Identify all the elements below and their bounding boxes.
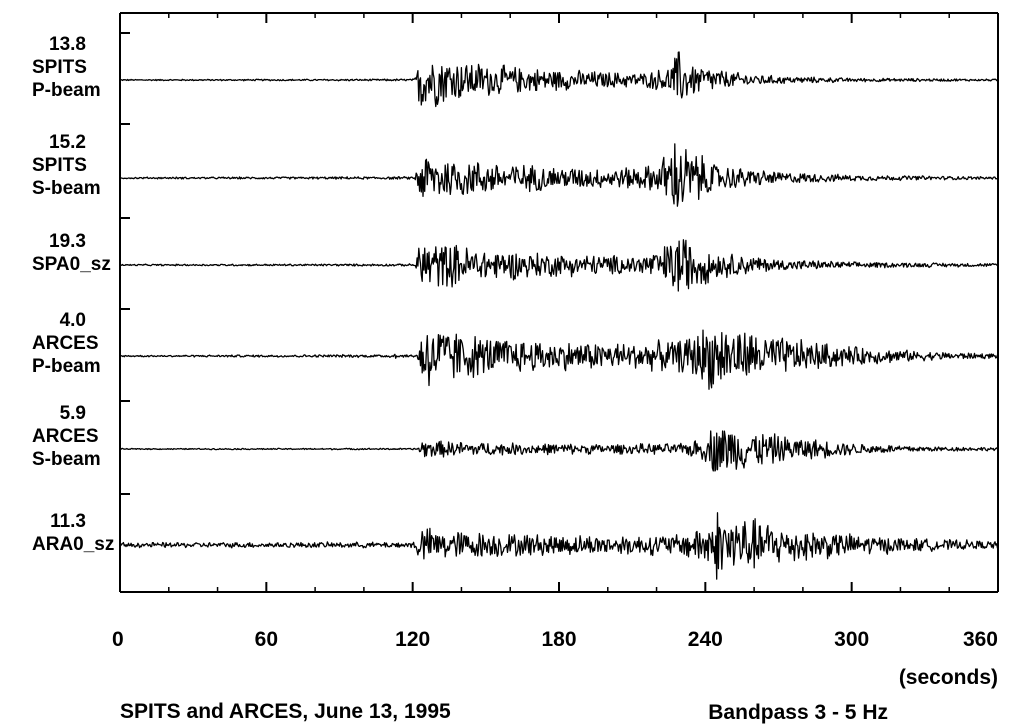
trace-5-amplitude: 5.9: [60, 403, 86, 424]
plot-frame: [119, 12, 999, 593]
seismic-traces: [119, 51, 999, 580]
caption-left: SPITS and ARCES, June 13, 1995: [120, 700, 451, 723]
trace-4-station: ARCES: [32, 333, 99, 354]
trace-1-channel: P-beam: [32, 80, 101, 101]
x-tick-label-240: 240: [688, 628, 723, 651]
x-tick-label-180: 180: [541, 628, 576, 651]
x-tick-label-300: 300: [834, 628, 869, 651]
x-tick-label-0: 0: [112, 628, 124, 651]
x-axis-ticks: [119, 13, 999, 592]
x-axis-unit-label: (seconds): [899, 666, 998, 689]
trace-3-amplitude: 19.3: [49, 231, 86, 252]
caption-right: Bandpass 3 - 5 Hz: [708, 701, 888, 724]
trace-2-waveform: [119, 143, 998, 207]
trace-3-waveform: [119, 239, 998, 292]
scale-marks: [120, 32, 130, 495]
trace-6-waveform: [119, 512, 999, 580]
trace-5-station: ARCES: [32, 426, 99, 447]
trace-labels: 13.8SPITSP-beam15.2SPITSS-beam19.3SPA0_s…: [32, 34, 114, 555]
x-tick-labels: 0 60 120 180 240 300 360: [112, 628, 998, 651]
trace-4-amplitude: 4.0: [60, 310, 86, 331]
trace-6-station: ARA0_sz: [32, 534, 114, 555]
trace-5-channel: S-beam: [32, 449, 101, 470]
trace-3-station: SPA0_sz: [32, 254, 111, 275]
trace-4-channel: P-beam: [32, 356, 101, 377]
trace-6-amplitude: 11.3: [50, 511, 86, 532]
trace-2-channel: S-beam: [32, 178, 101, 199]
trace-2-amplitude: 15.2: [49, 132, 86, 153]
x-tick-label-360: 360: [963, 628, 998, 651]
trace-1-station: SPITS: [32, 57, 87, 78]
trace-1-amplitude: 13.8: [49, 34, 86, 55]
trace-1-waveform: [120, 51, 999, 108]
trace-2-station: SPITS: [32, 155, 87, 176]
trace-4-waveform: [119, 329, 999, 390]
x-tick-label-60: 60: [255, 628, 278, 651]
trace-5-waveform: [119, 430, 999, 472]
x-tick-label-120: 120: [395, 628, 430, 651]
